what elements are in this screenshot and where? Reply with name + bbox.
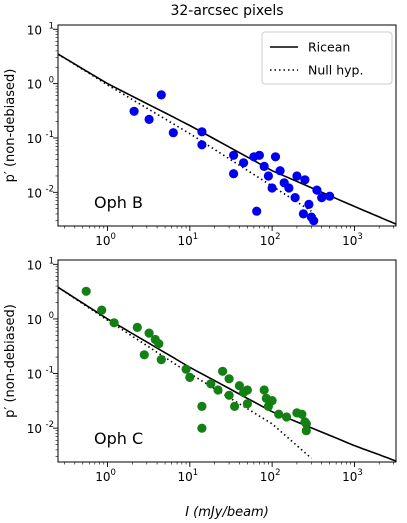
y-tick-label: 10 0	[27, 311, 54, 327]
data-point	[197, 423, 207, 433]
data-point	[275, 166, 285, 176]
data-point	[154, 339, 164, 349]
panel-label: Oph C	[94, 429, 143, 448]
data-point	[156, 90, 166, 100]
data-point	[284, 183, 294, 193]
data-point	[309, 216, 319, 226]
chart-title: 32-arcsec pixels	[170, 3, 283, 19]
data-point	[139, 350, 149, 360]
data-point	[242, 385, 252, 395]
data-point	[224, 374, 234, 384]
y-tick-label: 10 -1	[27, 366, 54, 382]
data-point	[229, 150, 239, 160]
legend-label: Ricean	[308, 40, 350, 55]
scatter-points	[129, 90, 335, 226]
data-point	[132, 322, 142, 332]
x-tick-label: 101	[177, 468, 198, 484]
y-tick-label: 10 -2	[27, 184, 54, 200]
legend-box	[261, 31, 393, 85]
data-point	[259, 385, 269, 395]
data-point	[144, 328, 154, 338]
data-point	[325, 191, 335, 201]
data-point	[156, 355, 166, 365]
data-point	[263, 171, 273, 181]
data-point	[282, 412, 292, 422]
data-point	[144, 114, 154, 124]
x-tick-label: 102	[260, 468, 281, 484]
data-point	[304, 199, 314, 209]
data-point	[197, 401, 207, 411]
y-tick-label: 10 1	[27, 256, 54, 272]
x-tick-label: 101	[177, 232, 198, 248]
x-axis-label: I (mJy/beam)	[185, 505, 269, 520]
data-point	[109, 318, 119, 328]
data-point	[242, 399, 252, 409]
ricean-line	[58, 53, 396, 225]
data-point	[301, 419, 311, 429]
data-point	[129, 106, 139, 116]
data-point	[297, 409, 307, 419]
null-hypothesis-line	[58, 286, 312, 459]
y-axis-label: p′ (non-debiased)	[3, 69, 18, 183]
y-tick-label: 10 -2	[27, 420, 54, 436]
data-point	[292, 171, 302, 181]
data-point	[213, 385, 223, 395]
data-point	[298, 209, 308, 219]
data-point	[270, 152, 281, 162]
data-point	[197, 140, 207, 150]
data-point	[168, 128, 178, 138]
null-hypothesis-line	[58, 53, 312, 212]
data-point	[218, 366, 228, 376]
data-point	[301, 426, 311, 436]
data-point	[206, 379, 216, 389]
legend-label: Null hyp.	[308, 63, 363, 78]
data-point	[181, 364, 191, 374]
data-point	[97, 305, 107, 315]
data-point	[81, 286, 91, 296]
y-axis-label: p′ (non-debiased)	[3, 304, 18, 418]
y-tick-label: 10 1	[27, 21, 54, 37]
data-point	[274, 409, 284, 419]
data-point	[234, 381, 244, 391]
legend: Ricean Null hyp.	[261, 31, 393, 85]
x-tick-label: 100	[95, 232, 116, 248]
y-tick-label: 10 0	[27, 76, 54, 92]
data-point	[267, 183, 277, 193]
data-point	[267, 396, 277, 406]
data-point	[290, 193, 300, 203]
data-point	[230, 401, 240, 411]
data-point	[254, 150, 264, 160]
x-tick-label: 102	[260, 232, 281, 248]
panel-label: Oph B	[94, 193, 143, 212]
data-point	[300, 175, 310, 185]
data-point	[252, 206, 262, 216]
data-point	[259, 161, 269, 171]
data-point	[312, 185, 322, 195]
x-tick-label: 100	[95, 468, 116, 484]
data-point	[229, 169, 239, 179]
data-point	[317, 193, 327, 203]
data-point	[224, 390, 234, 400]
x-tick-label: 103	[342, 468, 363, 484]
x-tick-label: 103	[342, 232, 363, 248]
data-point	[197, 127, 207, 137]
data-point	[185, 372, 195, 382]
data-point	[239, 158, 249, 168]
plot-frame	[57, 24, 397, 227]
plot-frame	[57, 259, 397, 463]
y-tick-label: 10 -1	[27, 130, 54, 146]
